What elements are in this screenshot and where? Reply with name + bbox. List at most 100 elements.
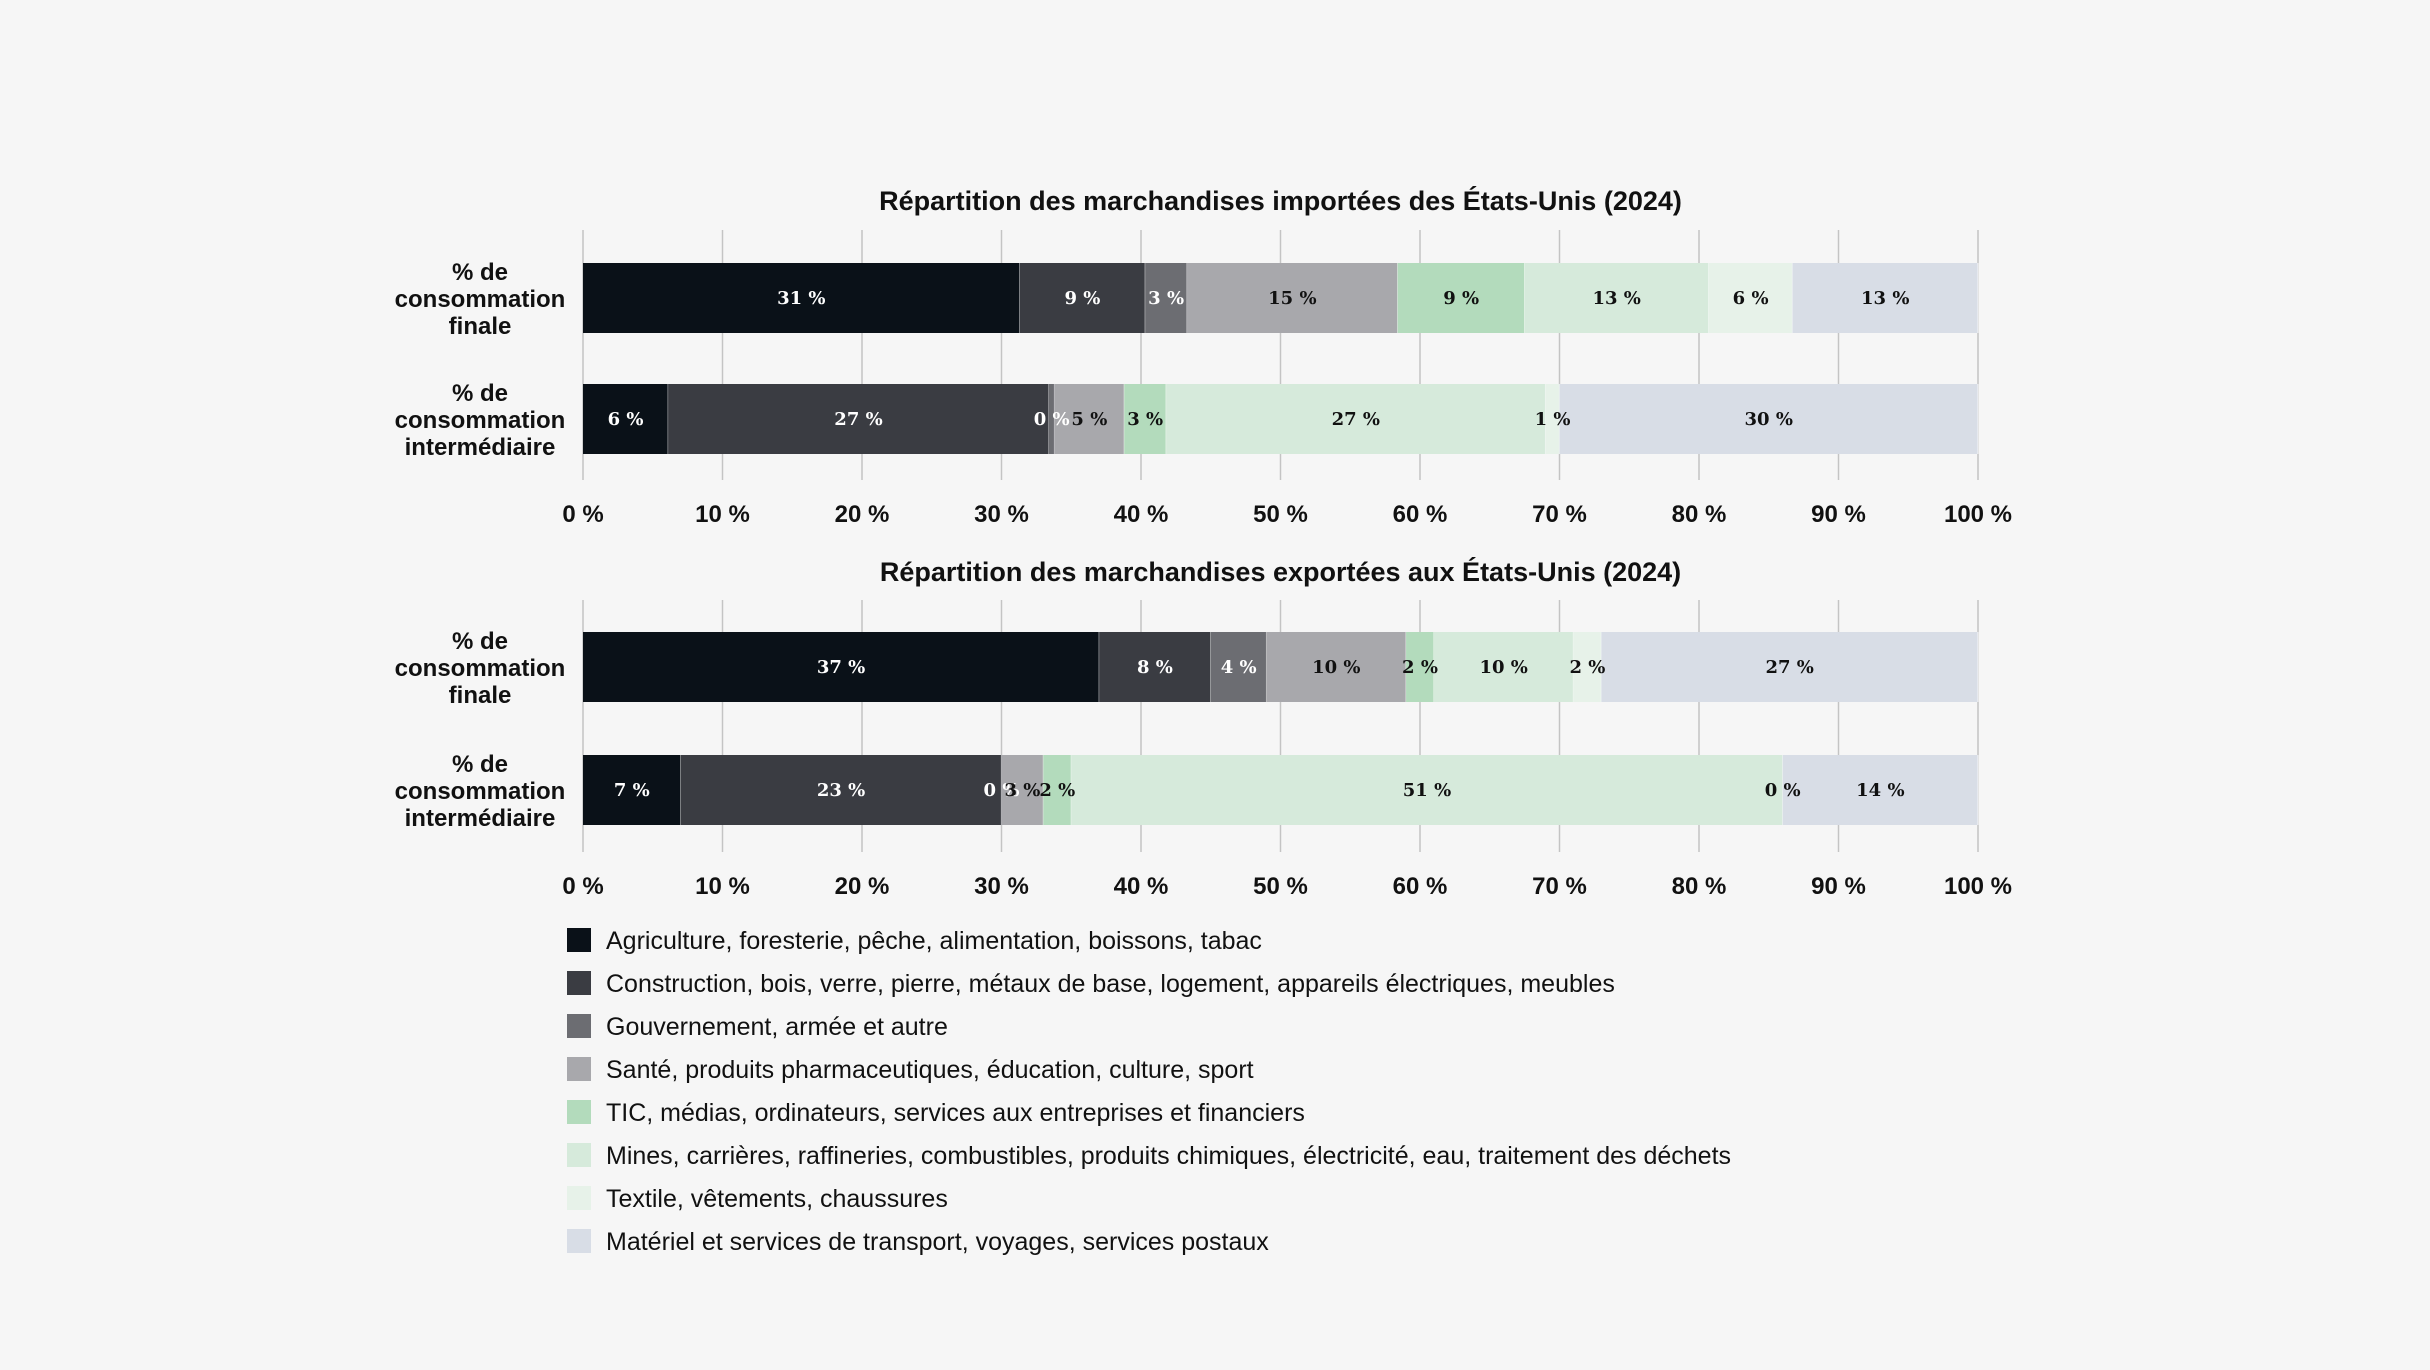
bar-segment	[1001, 755, 1044, 825]
data-label: 31 %	[777, 288, 825, 309]
data-label: 9 %	[1443, 288, 1479, 309]
row-label: % de consommation finale	[395, 628, 566, 709]
data-label: 14 %	[1856, 780, 1904, 801]
legend-label: Gouvernement, armée et autre	[606, 1013, 948, 1041]
x-tick-label: 10 %	[695, 501, 750, 528]
legend-label: Santé, produits pharmaceutiques, éducati…	[606, 1056, 1254, 1084]
legend-label: Agriculture, foresterie, pêche, alimenta…	[606, 927, 1262, 955]
bar-segment	[1099, 632, 1211, 702]
data-label: 10 %	[1312, 657, 1360, 678]
data-label: 51 %	[1403, 780, 1451, 801]
bar-row: % de consommation finale 31 % 9 % 3 % 15 % 9 % 1…	[395, 259, 1979, 340]
row-label-line: consommation	[395, 286, 566, 313]
bar-segment	[1524, 263, 1709, 333]
data-label: 9 %	[1064, 288, 1100, 309]
x-tick-label: 90 %	[1811, 501, 1866, 528]
chart-title: Répartition des marchandises importées d…	[879, 185, 1682, 216]
x-tick-label: 20 %	[835, 873, 890, 900]
bar-segment	[680, 755, 1002, 825]
x-tick-label: 20 %	[835, 501, 890, 528]
bar-segment	[583, 632, 1100, 702]
bar-row: % de consommation finale 37 % 8 % 4 % 10 % 2 % 1…	[395, 628, 1979, 709]
legend-swatch	[567, 1186, 591, 1210]
legend-label: Mines, carrières, raffineries, combustib…	[606, 1142, 1731, 1170]
data-label: 27 %	[834, 409, 882, 430]
legend-swatch	[567, 1014, 591, 1038]
row-label-line: % de	[452, 380, 508, 407]
bar-segment	[1559, 384, 1978, 454]
data-label: 23 %	[817, 780, 865, 801]
x-tick-label: 10 %	[695, 873, 750, 900]
legend-item: Santé, produits pharmaceutiques, éducati…	[567, 1056, 1254, 1084]
bar-segment	[1054, 384, 1125, 454]
data-label: 6 %	[1733, 288, 1769, 309]
bar-segment	[583, 263, 1020, 333]
data-label: 10 %	[1479, 657, 1527, 678]
x-tick-label: 100 %	[1944, 873, 2012, 900]
chart-panel-1: Répartition des marchandises importées d…	[395, 185, 2012, 528]
x-tick-label: 0 %	[562, 501, 603, 528]
legend-item: Matériel et services de transport, voyag…	[567, 1228, 1269, 1256]
data-label: 7 %	[614, 780, 650, 801]
legend: Agriculture, foresterie, pêche, alimenta…	[567, 927, 1731, 1256]
data-label: 13 %	[1592, 288, 1640, 309]
legend-swatch	[567, 928, 591, 952]
bar-segment	[1043, 755, 1072, 825]
bar-segment	[1397, 263, 1525, 333]
data-label: 27 %	[1332, 409, 1380, 430]
data-label: 8 %	[1137, 657, 1173, 678]
bar-segment	[1545, 384, 1560, 454]
bar-segment	[1166, 384, 1546, 454]
x-tick-label: 50 %	[1253, 501, 1308, 528]
bar-segment	[668, 384, 1049, 454]
bar-segment	[1145, 263, 1188, 333]
row-label-line: intermédiaire	[405, 434, 556, 461]
data-label: 3 %	[1127, 409, 1163, 430]
data-label: 37 %	[817, 657, 865, 678]
data-label: 6 %	[608, 409, 644, 430]
bar-segment	[1019, 263, 1146, 333]
x-tick-label: 0 %	[562, 873, 603, 900]
bar-segment	[1210, 632, 1267, 702]
row-label-line: consommation	[395, 778, 566, 805]
row-label-line: finale	[449, 682, 512, 709]
legend-label: Construction, bois, verre, pierre, métau…	[606, 970, 1615, 998]
legend-item: Mines, carrières, raffineries, combustib…	[567, 1142, 1731, 1170]
bar-segment	[1071, 755, 1783, 825]
x-tick-label: 100 %	[1944, 501, 2012, 528]
legend-swatch	[567, 1057, 591, 1081]
bar-segment	[1124, 384, 1167, 454]
bar-segment	[1433, 632, 1574, 702]
legend-swatch	[567, 1143, 591, 1167]
x-tick-label: 30 %	[974, 873, 1029, 900]
row-label-line: % de	[452, 259, 508, 286]
x-tick-label: 80 %	[1672, 501, 1727, 528]
bar-segment	[1048, 384, 1055, 454]
chart-title: Répartition des marchandises exportées a…	[880, 556, 1681, 587]
bar-segment	[583, 384, 669, 454]
bar-segment	[583, 755, 681, 825]
row-label-line: consommation	[395, 655, 566, 682]
bar-segment	[1601, 632, 1978, 702]
bar-segment	[1406, 632, 1434, 702]
x-tick-label: 70 %	[1532, 501, 1587, 528]
x-tick-label: 40 %	[1114, 501, 1169, 528]
bar-segment	[1187, 263, 1398, 333]
data-label: 30 %	[1745, 409, 1793, 430]
x-tick-label: 60 %	[1393, 501, 1448, 528]
x-tick-label: 70 %	[1532, 873, 1587, 900]
data-label: 4 %	[1221, 657, 1257, 678]
data-label: 3 %	[1004, 780, 1040, 801]
x-tick-label: 60 %	[1393, 873, 1448, 900]
x-tick-label: 50 %	[1253, 873, 1308, 900]
data-label: 2 %	[1039, 780, 1075, 801]
data-label: 2 %	[1402, 657, 1438, 678]
data-label: 5 %	[1071, 409, 1107, 430]
data-label: 0 %	[1765, 780, 1801, 801]
row-label-line: % de	[452, 751, 508, 778]
bar-segment	[1708, 263, 1793, 333]
data-label: 1 %	[1535, 409, 1571, 430]
legend-item: TIC, médias, ordinateurs, services aux e…	[567, 1099, 1305, 1127]
